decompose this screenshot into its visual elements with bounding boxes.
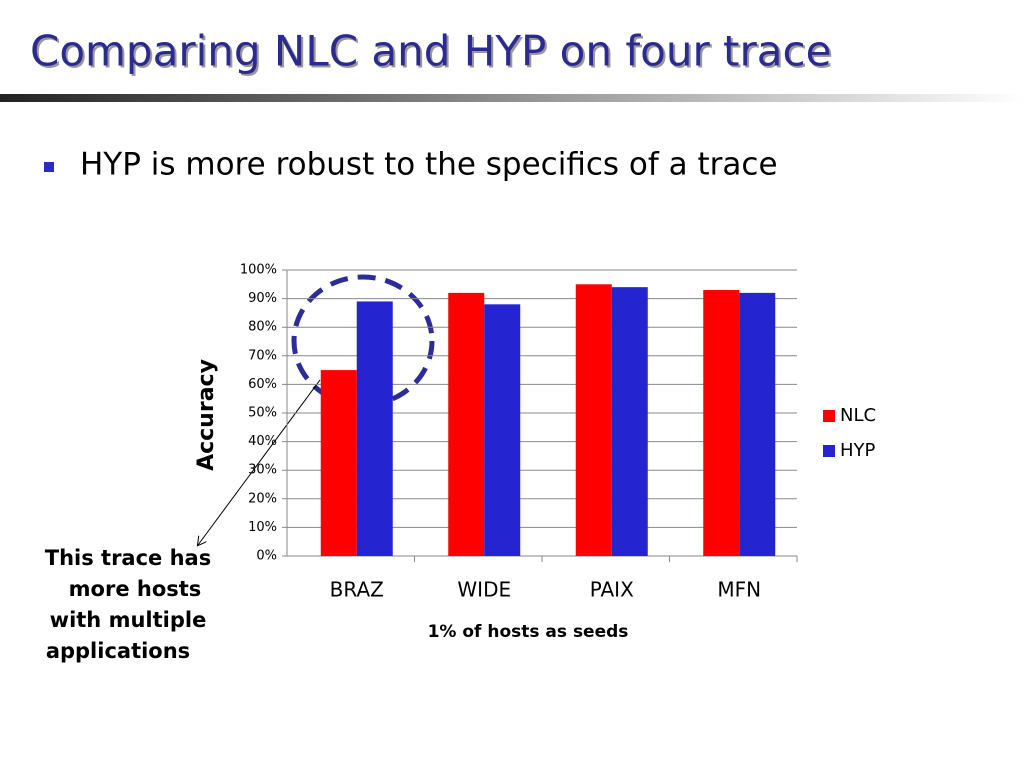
y-tick-label: 30% [248, 463, 277, 478]
x-tick-label: WIDE [457, 578, 511, 602]
annotation-text: with multiple [50, 608, 207, 632]
bullet-text: HYP is more robust to the specifics of a… [80, 147, 778, 183]
legend-swatch [823, 410, 835, 422]
legend-label: NLC [840, 405, 876, 426]
bar [484, 304, 521, 556]
highlight-circle [291, 274, 435, 408]
title-rule [0, 94, 1024, 102]
y-tick-label: 60% [248, 377, 277, 392]
y-tick-label: 20% [248, 491, 277, 506]
x-axis-title: 1% of hosts as seeds [428, 622, 629, 642]
bar [739, 292, 776, 556]
y-tick-label: 70% [248, 348, 277, 363]
bar [611, 287, 648, 556]
y-tick-label: 0% [256, 549, 277, 564]
annotation-text: applications [46, 639, 190, 663]
annotation-text: more hosts [69, 577, 202, 601]
bar [356, 301, 393, 556]
y-tick-label: 10% [248, 520, 277, 535]
annotation-arrow [198, 379, 321, 545]
bar [575, 284, 612, 556]
y-tick-label: 80% [248, 320, 277, 335]
bar [320, 370, 357, 556]
bullet-square [44, 162, 54, 172]
annotation-text: This trace has [45, 546, 211, 570]
x-tick-label: BRAZ [330, 578, 384, 602]
legend-swatch [823, 445, 835, 457]
bar [703, 290, 740, 556]
legend-label: HYP [840, 440, 876, 461]
y-tick-label: 90% [248, 291, 277, 306]
title-shadow: Comparing NLC and HYP on four trace [32, 29, 833, 78]
x-tick-label: PAIX [590, 578, 634, 602]
bar [448, 292, 485, 556]
x-tick-label: MFN [717, 578, 761, 602]
slide-title: Comparing NLC and HYP on four trace [30, 27, 831, 76]
y-tick-label: 50% [248, 406, 277, 421]
y-axis-title: Accuracy [194, 359, 219, 471]
y-tick-label: 100% [240, 263, 277, 278]
y-tick-label: 40% [248, 434, 277, 449]
